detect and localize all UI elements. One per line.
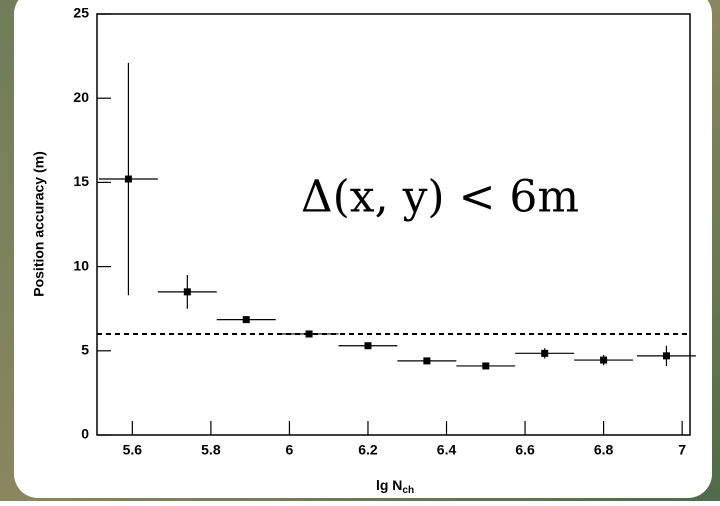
marker — [124, 175, 132, 183]
annotation: Δ(x, y) < 6m — [301, 172, 579, 223]
marker — [600, 356, 608, 364]
x-axis-label: lg Nch — [376, 477, 414, 496]
x-axis-label-sub: ch — [402, 485, 414, 496]
x-tick-label: 6 — [286, 442, 294, 458]
x-tick-label: 7 — [678, 442, 686, 458]
plot-frame — [96, 13, 691, 436]
marker — [364, 342, 372, 350]
x-tick-label: 6.6 — [515, 442, 535, 458]
y-tick-label: 15 — [73, 173, 89, 189]
x-tick-label: 6.8 — [594, 442, 614, 458]
x-tick-label: 5.8 — [201, 442, 221, 458]
x-tick-label: 5.6 — [123, 442, 143, 458]
y-tick-label: 0 — [81, 426, 89, 442]
y-tick-label: 5 — [81, 342, 89, 358]
y-tick-label: 10 — [73, 257, 89, 273]
y-axis-label: Position accuracy (m) — [31, 151, 47, 297]
marker — [482, 362, 490, 370]
marker — [242, 316, 250, 324]
y-tick-label: 20 — [73, 89, 89, 105]
marker — [541, 349, 549, 357]
marker — [305, 330, 313, 338]
x-axis-label-main: lg N — [376, 477, 402, 493]
x-tick-label: 6.4 — [437, 442, 457, 458]
panel — [14, 0, 712, 498]
x-tick-label: 6.2 — [358, 442, 378, 458]
marker — [662, 352, 670, 360]
marker — [183, 288, 191, 296]
y-tick-label: 25 — [73, 5, 89, 21]
marker — [423, 357, 431, 365]
